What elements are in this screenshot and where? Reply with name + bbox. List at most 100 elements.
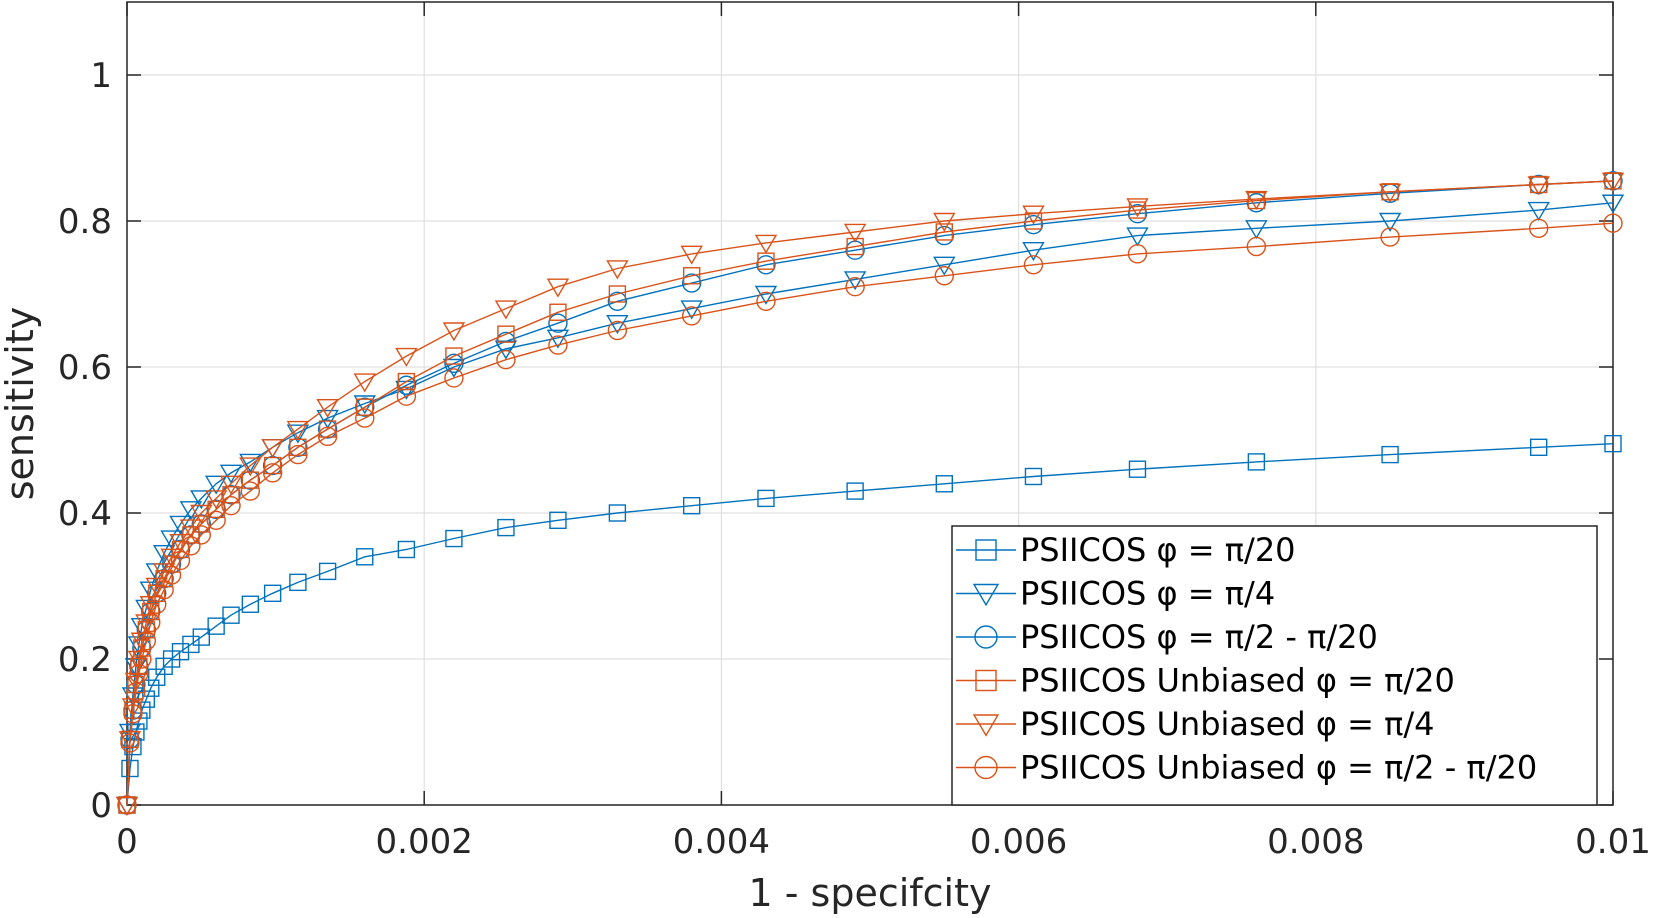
x-tick-label: 0.004 (673, 822, 770, 862)
data-point-circle (1528, 218, 1549, 239)
data-point-triangle (606, 260, 629, 280)
data-point-circle (123, 704, 143, 724)
data-point-triangle (442, 358, 466, 378)
data-point-triangle (1245, 190, 1268, 210)
legend-label: PSIICOS Unbiased φ = π/2 - π/20 (1020, 749, 1537, 787)
y-tick-label: 0.8 (58, 202, 112, 242)
data-point-square (207, 500, 225, 519)
x-tick-label: 0.006 (970, 822, 1067, 862)
data-point-square (846, 482, 864, 500)
data-point-circle (221, 485, 241, 505)
data-point-square (1529, 438, 1548, 456)
data-point-circle (1246, 236, 1267, 257)
data-point-circle (126, 682, 146, 702)
data-point-square (397, 540, 416, 559)
data-point-triangle (118, 731, 142, 751)
data-point-triangle (286, 420, 310, 440)
data-point-triangle (1601, 194, 1625, 214)
data-point-circle (974, 625, 998, 649)
data-point-square (549, 303, 567, 321)
data-point-circle (170, 550, 191, 571)
data-point-square (1381, 445, 1399, 464)
data-point-circle (161, 565, 182, 585)
data-point-circle (355, 397, 375, 417)
data-point-circle (132, 649, 152, 669)
data-point-triangle (190, 504, 213, 524)
data-point-triangle (219, 475, 243, 495)
data-point-circle (934, 225, 954, 246)
data-point-square (356, 398, 374, 416)
series-layer (115, 171, 1625, 816)
data-point-circle (191, 514, 212, 534)
legend-box (951, 525, 1598, 806)
data-point-circle (607, 320, 628, 341)
axes (126, 1, 1614, 806)
data-point-square (1024, 212, 1043, 230)
data-point-circle (1127, 244, 1148, 264)
data-point-triangle (546, 329, 570, 349)
legend-label: PSIICOS Unbiased φ = π/4 (1020, 705, 1435, 743)
data-point-square (549, 511, 567, 529)
plot-area-border (126, 1, 1614, 806)
data-point-square (975, 539, 997, 561)
data-point-triangle (1022, 241, 1045, 262)
data-point-circle (496, 350, 516, 370)
data-point-triangle (442, 322, 466, 342)
data-point-triangle (190, 490, 213, 510)
data-point-triangle (204, 475, 228, 495)
series-4 (115, 172, 1625, 816)
legend-entry: PSIICOS Unbiased φ = π/2 - π/20 (956, 749, 1537, 787)
data-point-square (445, 347, 463, 365)
legend-entry: PSIICOS φ = π/20 (956, 531, 1296, 569)
data-point-circle (136, 631, 157, 651)
data-point-square (207, 617, 225, 635)
y-tick-label: 0.6 (58, 348, 112, 388)
data-point-circle (548, 313, 568, 333)
data-point-triangle (152, 544, 176, 565)
data-point-square (222, 486, 240, 504)
data-point-triangle (1527, 201, 1550, 221)
data-point-square (1604, 434, 1622, 453)
data-point-circle (1246, 193, 1267, 213)
data-point-square (935, 223, 953, 241)
data-point-circle (1603, 213, 1623, 233)
data-point-triangle (160, 548, 183, 568)
data-point-square (975, 669, 997, 692)
data-point-circle (262, 463, 283, 483)
y-tick-labels: 0 0.2 0.4 0.6 0.8 1 (58, 56, 112, 826)
data-point-circle (117, 795, 137, 815)
data-point-triangle (239, 457, 262, 477)
data-point-triangle (204, 490, 228, 510)
data-point-square (171, 643, 190, 661)
data-point-circle (396, 386, 417, 406)
data-point-triangle (972, 583, 1000, 607)
data-point-triangle (160, 530, 183, 550)
series-line (126, 180, 1614, 806)
y-tick-label: 0 (90, 786, 112, 826)
data-point-circle (396, 375, 417, 395)
data-point-square (935, 475, 953, 493)
data-point-triangle (1022, 205, 1045, 225)
data-point-triangle (1126, 227, 1149, 247)
data-point-square (682, 267, 701, 285)
data-point-square (1247, 453, 1266, 471)
data-point-triangle (239, 453, 262, 473)
data-point-square (757, 489, 775, 508)
y-tick-label: 1 (90, 56, 112, 96)
data-point-square (121, 759, 139, 778)
data-point-triangle (933, 212, 956, 232)
data-point-triangle (1245, 220, 1268, 240)
data-point-circle (607, 291, 628, 311)
legend-label: PSIICOS Unbiased φ = π/20 (1020, 662, 1455, 700)
data-point-circle (120, 733, 140, 753)
legend-label: PSIICOS φ = π/2 - π/20 (1020, 618, 1378, 656)
data-point-square (397, 372, 416, 391)
legend-entry: PSIICOS Unbiased φ = π/20 (956, 662, 1455, 700)
data-point-triangle (843, 271, 867, 291)
data-point-triangle (494, 300, 518, 320)
data-point-square (608, 285, 627, 303)
data-point-circle (1127, 203, 1148, 224)
data-point-triangle (395, 347, 418, 367)
y-axis-label: sensitivity (0, 307, 42, 501)
series-line (126, 202, 1614, 806)
